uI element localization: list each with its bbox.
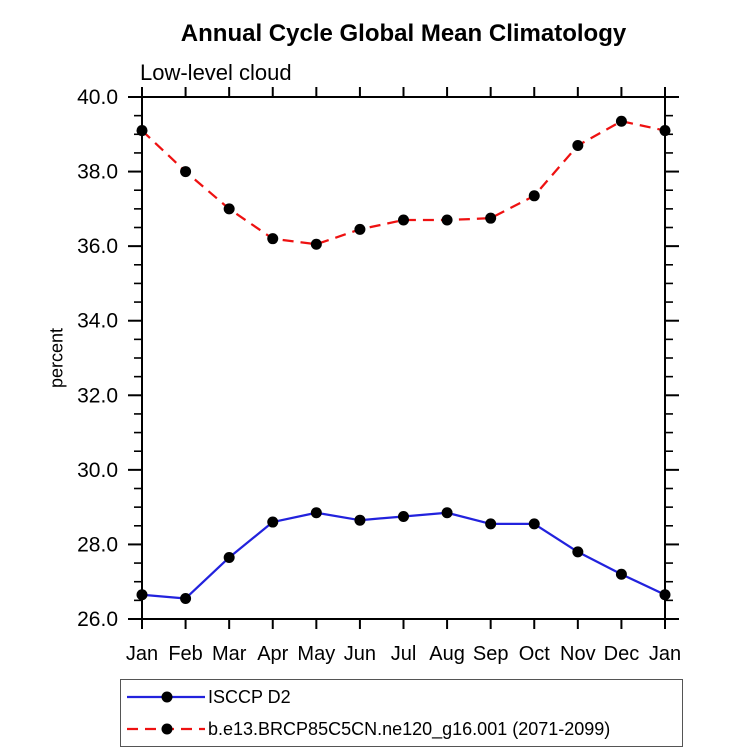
data-point-marker <box>398 510 409 522</box>
data-point-marker <box>310 238 322 250</box>
data-point-marker <box>572 139 584 151</box>
data-point-marker <box>615 115 627 127</box>
data-point-marker <box>180 592 192 604</box>
data-point-marker <box>267 233 279 245</box>
legend-swatch-dashed-line <box>127 719 205 739</box>
y-tick-label: 32.0 <box>77 384 118 407</box>
legend-marker-0 <box>161 691 173 703</box>
data-point-marker <box>223 203 235 215</box>
data-point-marker <box>528 518 540 530</box>
y-tick-label: 38.0 <box>77 161 118 184</box>
y-tick-label: 40.0 <box>77 86 118 109</box>
data-point-marker <box>136 125 148 137</box>
x-tick-label: Mar <box>212 643 247 665</box>
y-tick-label: 28.0 <box>77 533 118 556</box>
x-tick-label: Sep <box>473 643 509 665</box>
data-point-marker <box>485 212 497 224</box>
data-point-marker <box>528 190 540 202</box>
x-tick-label: Feb <box>168 643 202 665</box>
x-tick-label: Jan <box>126 643 158 665</box>
data-point-marker <box>180 166 192 178</box>
data-point-marker <box>441 214 453 226</box>
data-point-marker <box>659 125 671 137</box>
data-point-marker <box>354 223 366 235</box>
legend-label-model: b.e13.BRCP85C5CN.ne120_g16.001 (2071-209… <box>208 718 611 739</box>
data-point-marker <box>223 551 235 563</box>
x-tick-label: Aug <box>429 643 465 665</box>
legend-entry-isccp: ISCCP D2 <box>127 681 682 713</box>
data-point-marker <box>310 507 322 519</box>
data-point-marker <box>354 514 366 526</box>
series-line-1 <box>141 120 666 246</box>
legend-marker-1 <box>161 723 173 735</box>
x-tick-label: May <box>297 643 335 665</box>
x-tick-label: Jul <box>391 643 417 665</box>
y-tick-label: 26.0 <box>77 608 118 631</box>
legend-entry-model: b.e13.BRCP85C5CN.ne120_g16.001 (2071-209… <box>127 713 682 745</box>
x-tick-label: Apr <box>257 643 288 665</box>
x-tick-label: Jun <box>344 643 376 665</box>
x-tick-label: Oct <box>519 643 551 665</box>
legend-label-isccp: ISCCP D2 <box>208 686 291 707</box>
data-point-marker <box>659 589 671 601</box>
legend: ISCCP D2 b.e13.BRCP85C5CN.ne120_g16.001 … <box>120 679 683 747</box>
chart-title: Annual Cycle Global Mean Climatology <box>180 20 627 47</box>
data-point-marker <box>485 518 497 530</box>
data-point-marker <box>441 507 453 519</box>
y-tick-label: 30.0 <box>77 459 118 482</box>
data-point-marker <box>267 516 279 528</box>
x-tick-label: Dec <box>604 643 640 665</box>
series-line-0 <box>141 511 666 600</box>
y-tick-label: 34.0 <box>77 310 118 333</box>
data-point-marker <box>136 589 148 601</box>
data-point-marker <box>572 546 584 558</box>
data-point-marker <box>615 568 627 580</box>
data-point-marker <box>398 214 409 226</box>
chart-subtitle: Low-level cloud <box>140 60 292 85</box>
legend-swatch-solid-line <box>127 687 205 707</box>
x-tick-label: Jan <box>649 643 681 665</box>
plot-border <box>141 96 666 620</box>
y-tick-label: 36.0 <box>77 235 118 258</box>
x-tick-label: Nov <box>560 643 596 665</box>
